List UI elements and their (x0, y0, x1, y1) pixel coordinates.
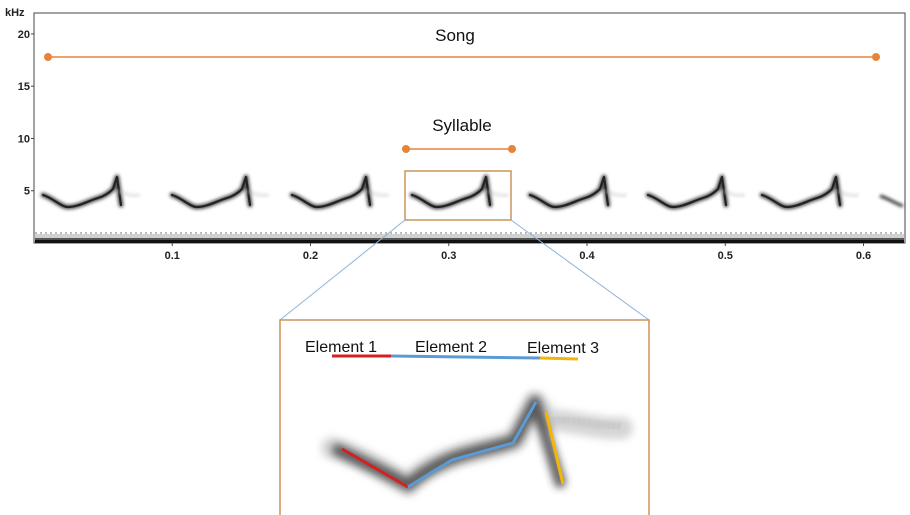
element-3-legend-line (539, 356, 579, 361)
zoom-line-right (510, 219, 650, 321)
x-tick-label: 0.1 (165, 250, 180, 262)
syllable-annotation: Syllable (402, 116, 516, 153)
element-legend: Element 1 Element 2 Element 3 (305, 339, 599, 361)
zoom-line-left (279, 219, 406, 321)
element-2-legend-line (390, 354, 541, 360)
element-1-trace (341, 447, 409, 489)
zoomed-syllable (321, 391, 633, 496)
element-3-trace (544, 411, 565, 485)
element-2-trace (407, 401, 538, 489)
x-tick-label: 0.5 (718, 250, 733, 262)
song-label: Song (435, 26, 475, 45)
syllable-bracket-start-dot (402, 145, 410, 153)
syllable-selection-box (404, 170, 512, 221)
element-1-label: Element 1 (305, 339, 377, 356)
y-axis: 20 15 10 5 (18, 29, 34, 198)
syllable-bracket-end-dot (508, 145, 516, 153)
syllable-label: Syllable (432, 116, 492, 135)
x-axis: 0.1 0.2 0.3 0.4 0.5 0.6 (165, 243, 871, 262)
y-tick-label: 15 (18, 81, 30, 93)
song-bracket-end-dot (872, 53, 880, 61)
song-bracket-start-dot (44, 53, 52, 61)
x-tick-label: 0.6 (856, 250, 871, 262)
song-annotation: Song (44, 26, 880, 61)
y-axis-unit: kHz (5, 7, 25, 19)
y-tick-label: 5 (24, 186, 30, 198)
x-tick-label: 0.4 (579, 250, 595, 262)
element-3-label: Element 3 (527, 340, 599, 357)
spectrogram-frame (33, 12, 906, 244)
syllable-trace-partial (879, 194, 904, 208)
syllable-traces (43, 177, 904, 208)
x-tick-label: 0.3 (441, 250, 456, 262)
element-2-label: Element 2 (415, 339, 487, 356)
x-tick-label: 0.2 (303, 250, 318, 262)
y-tick-label: 10 (18, 133, 30, 145)
y-tick-label: 20 (18, 29, 30, 41)
noise-floor (35, 232, 904, 243)
